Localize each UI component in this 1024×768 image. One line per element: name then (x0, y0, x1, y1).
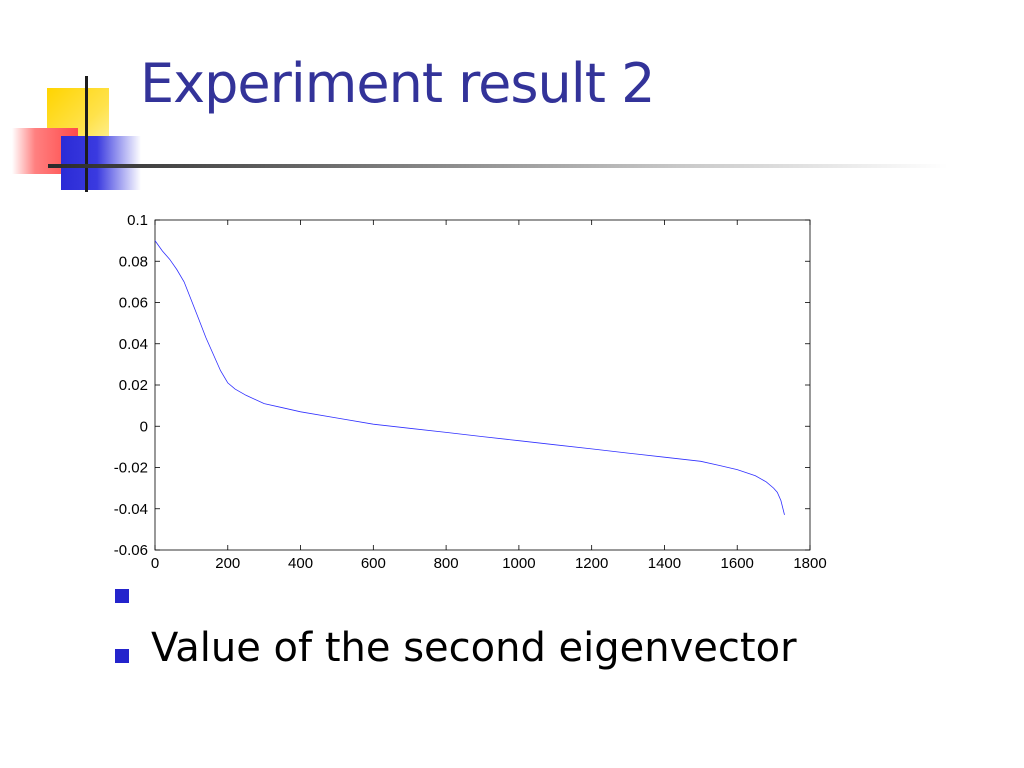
x-tick-label: 1200 (575, 555, 608, 572)
logo-vertical-line (85, 76, 88, 192)
series-line-eigenvector (154, 240, 785, 515)
x-tick-label: 1000 (502, 555, 535, 572)
x-tick-label: 600 (361, 555, 386, 572)
bullet-text: Value of the second eigenvector (151, 625, 797, 671)
logo-blue-square (61, 136, 141, 190)
y-tick-label: -0.06 (114, 542, 148, 559)
slide-title: Experiment result 2 (140, 52, 655, 115)
title-underline (48, 164, 948, 168)
y-tick-label: -0.02 (114, 460, 148, 477)
x-tick-label: 1600 (721, 555, 754, 572)
bullet-marker (115, 589, 129, 603)
y-tick-label: 0.02 (119, 377, 148, 394)
plot-frame (154, 219, 811, 551)
x-tick-label: 0 (151, 555, 159, 572)
x-tick-label: 1400 (648, 555, 681, 572)
eigenvector-line-chart: 0 200 400 600 800 1000 1200 1400 1600 1800 -0.06 -0… (114, 212, 827, 572)
x-tick-label: 200 (215, 555, 240, 572)
y-tick-label: 0.1 (127, 212, 148, 229)
y-tick-label: -0.04 (114, 501, 148, 518)
x-tick-label: 800 (434, 555, 459, 572)
x-tick-label: 1800 (793, 555, 826, 572)
y-tick-label: 0 (140, 418, 148, 435)
y-tick-label: 0.06 (119, 295, 148, 312)
bullet-marker (115, 649, 129, 663)
x-tick-label: 400 (288, 555, 313, 572)
y-tick-label: 0.08 (119, 253, 148, 270)
y-tick-label: 0.04 (119, 336, 148, 353)
slide-logo (0, 0, 160, 200)
